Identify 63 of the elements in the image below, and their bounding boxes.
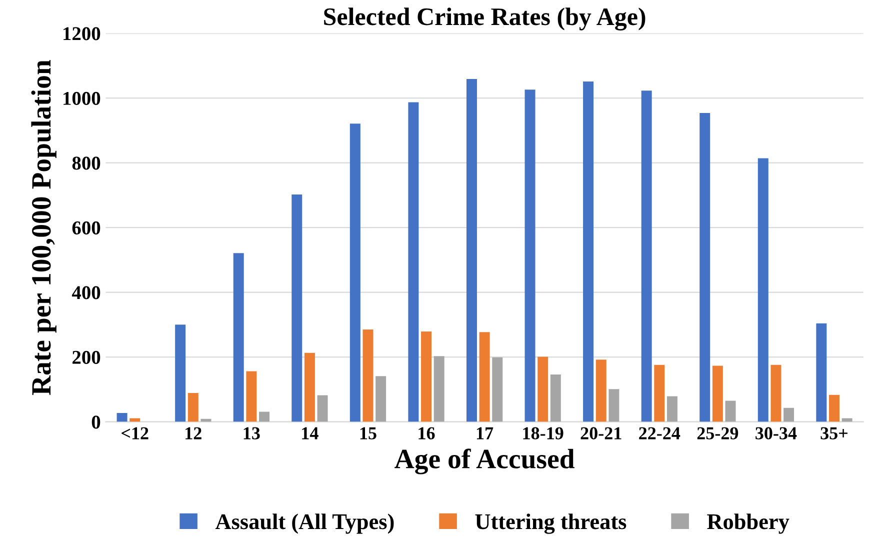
x-tick-label: 12 [186, 427, 202, 440]
bar [596, 360, 606, 422]
bar [828, 394, 840, 422]
x-axis-title: Age of Accused [394, 448, 575, 474]
bar [292, 194, 302, 422]
y-tick-label: 800 [72, 156, 100, 170]
bar [666, 396, 678, 422]
legend-label: Uttering threats [475, 514, 626, 534]
x-tick-label: 20-21 [580, 427, 622, 440]
y-tick-label: 200 [72, 350, 100, 364]
bar [362, 330, 374, 422]
bar [188, 392, 198, 422]
x-tick-label: 15 [360, 427, 376, 440]
bar [350, 124, 360, 422]
y-tick-label: 400 [72, 286, 100, 300]
bar [725, 400, 736, 422]
bar [479, 332, 490, 422]
bar [317, 395, 328, 422]
y-tick-label: 600 [72, 221, 100, 234]
bar [492, 357, 503, 422]
bar [175, 324, 186, 422]
x-tick-label: 30-34 [756, 427, 797, 440]
bar [758, 158, 768, 422]
x-tick-label: 16 [418, 427, 435, 440]
chart-title: Selected Crime Rates (by Age) [324, 8, 646, 30]
bar [842, 418, 852, 422]
y-tick-label: 1000 [64, 92, 100, 105]
bar [608, 389, 620, 422]
bar [550, 374, 561, 422]
bar [784, 408, 794, 422]
bar [466, 78, 477, 422]
x-tick-label: 22-24 [639, 427, 680, 440]
y-tick-label: 1200 [64, 27, 100, 40]
bar [116, 413, 128, 422]
bar [641, 90, 652, 422]
x-tick-label: 35+ [820, 427, 848, 440]
bar [712, 366, 723, 422]
x-tick-label: 14 [302, 427, 318, 440]
y-tick-label: 0 [92, 416, 100, 429]
bar [700, 112, 710, 422]
bar [130, 418, 140, 422]
x-tick-label: 18-19 [523, 427, 564, 440]
x-tick-label: 25-29 [697, 427, 738, 440]
bar [770, 364, 782, 422]
x-tick-label: <12 [122, 427, 148, 440]
bar [304, 352, 315, 422]
bar [376, 376, 386, 422]
bar [524, 90, 536, 422]
bar [421, 331, 432, 422]
bar [654, 364, 665, 422]
bar [233, 253, 244, 422]
x-tick-label: 13 [244, 427, 260, 440]
bar [434, 356, 444, 422]
bar [538, 356, 548, 422]
y-axis-title: Rate per 100,000 Population [31, 60, 56, 396]
x-tick-label: 17 [476, 427, 494, 440]
legend-label: Assault (All Types) [215, 514, 394, 534]
bar [816, 323, 827, 422]
bar [259, 412, 270, 422]
bar [246, 371, 257, 422]
bar [408, 102, 419, 422]
bar [583, 82, 594, 422]
legend-label: Robbery [707, 514, 790, 534]
